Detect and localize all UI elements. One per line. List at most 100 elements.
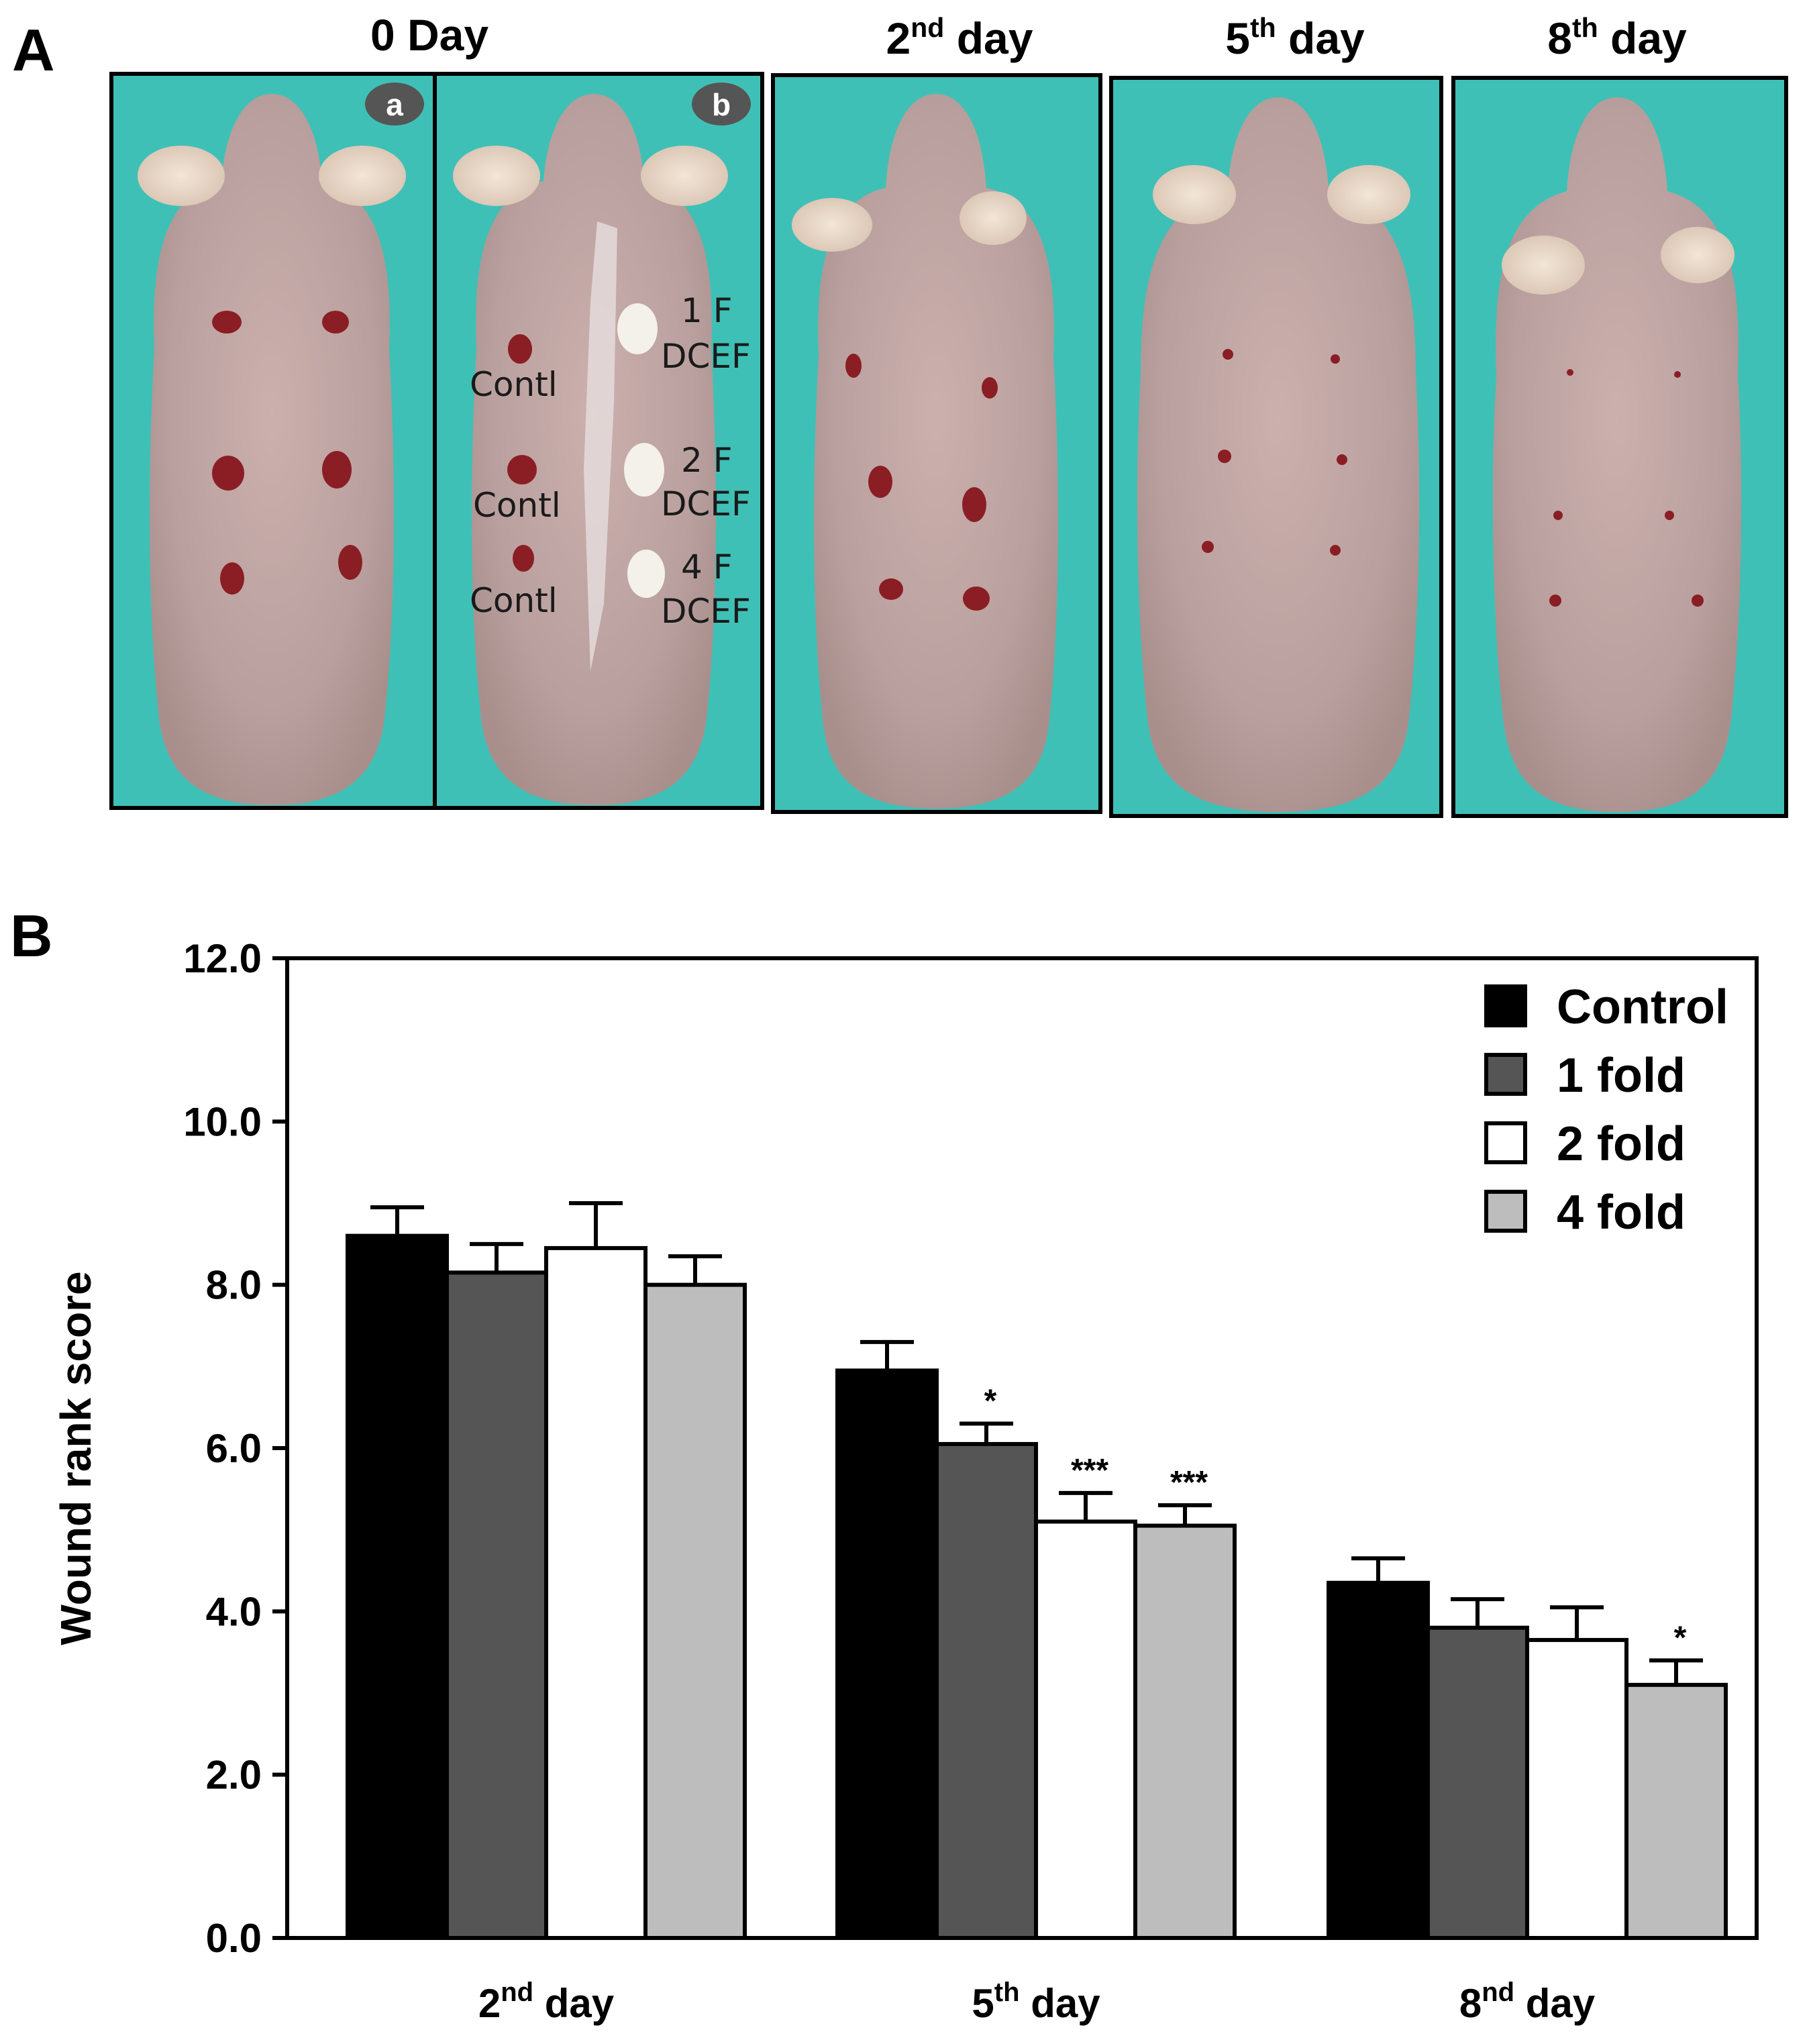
wound <box>962 487 986 522</box>
legend-label: 4 fold <box>1557 1186 1686 1239</box>
photo-day8-frame <box>1451 76 1788 818</box>
wound <box>322 311 349 334</box>
ear-left <box>1153 165 1236 224</box>
legend-label: 1 fold <box>1557 1049 1686 1103</box>
2f-dcef-label: DCEF <box>661 484 751 523</box>
ear-left <box>792 198 872 252</box>
title-day5: 5th day <box>1225 12 1365 63</box>
y-tick-label: 12.0 <box>183 936 262 981</box>
mouse-photo-day2 <box>792 94 1058 809</box>
wound <box>1337 454 1347 465</box>
mouse-body <box>1137 97 1420 812</box>
photo-day2-frame <box>771 73 1102 814</box>
treated-wound <box>627 550 665 598</box>
legend-label: 2 fold <box>1557 1117 1686 1171</box>
ear-right <box>1661 227 1734 283</box>
mouse-photo-day8 <box>1492 97 1742 812</box>
wound <box>1202 541 1214 553</box>
badge-b-text: b <box>712 87 731 122</box>
treated-wound <box>617 303 658 354</box>
ear-right <box>1327 165 1410 224</box>
wound <box>1665 511 1674 520</box>
badge-a: a <box>365 83 424 125</box>
legend-swatch <box>1484 1121 1527 1164</box>
wound <box>507 455 537 484</box>
panel-b: B 0.0 2.0 4.0 6.0 8.0 10.0 12.0 Wound rank scor… <box>10 903 1759 2026</box>
mouse-photo-day5 <box>1137 97 1420 812</box>
ear-right <box>960 191 1027 245</box>
legend-swatch <box>1484 1053 1527 1096</box>
bar <box>346 1233 449 1940</box>
bar <box>1525 1637 1628 1941</box>
wound <box>220 562 244 595</box>
wound <box>212 456 244 491</box>
panel-b-letter: B <box>10 903 53 969</box>
wound <box>982 377 998 399</box>
bar <box>445 1270 548 1940</box>
y-axis-title: Wound rank score <box>52 1271 100 1645</box>
bar <box>935 1441 1038 1941</box>
ear-left <box>1502 236 1585 295</box>
significance-marker: * <box>984 1384 997 1419</box>
mouse-body <box>150 94 394 805</box>
panel-a-letter: A <box>12 17 55 83</box>
legend-label: Control <box>1557 980 1728 1034</box>
legend-swatch <box>1484 984 1527 1027</box>
bar <box>643 1282 747 1940</box>
wound <box>868 466 892 498</box>
badge-b: b <box>692 83 751 125</box>
y-tick-label: 10.0 <box>183 1099 262 1144</box>
wound <box>338 545 362 580</box>
significance-marker: *** <box>1170 1465 1208 1500</box>
ear-left <box>138 146 225 206</box>
wound <box>322 451 352 489</box>
ear-left <box>453 146 540 206</box>
treated-wound <box>624 443 664 497</box>
ear-right <box>641 146 728 206</box>
panel-a: A 0 Day 2nd day 5th day 8th day <box>12 10 1788 818</box>
photo-day5-frame <box>1109 76 1443 818</box>
bar <box>1034 1519 1137 1940</box>
mouse-photo-b <box>453 94 728 805</box>
wound <box>1674 371 1681 378</box>
wound <box>879 578 903 600</box>
wound <box>1567 369 1573 376</box>
bar <box>1426 1625 1529 1941</box>
1f-dcef-label: DCEF <box>661 337 751 376</box>
wound <box>1553 511 1563 520</box>
mouse-body <box>814 94 1058 809</box>
badge-a-text: a <box>386 87 403 122</box>
wound <box>1331 354 1340 364</box>
wound <box>1549 595 1561 607</box>
wound <box>1330 545 1341 556</box>
bar <box>1624 1682 1728 1940</box>
mouse-photo-a <box>138 94 406 805</box>
title-day0: 0 Day <box>370 10 488 60</box>
1f-label: 1 F <box>681 291 732 330</box>
4f-label: 4 F <box>681 548 732 586</box>
contl-label-3: Contl <box>470 581 558 620</box>
ointment-streak <box>584 221 617 671</box>
wound <box>1218 450 1231 463</box>
y-tick-label: 4.0 <box>206 1589 262 1634</box>
title-day8: 8th day <box>1547 12 1687 63</box>
significance-marker: *** <box>1071 1453 1108 1488</box>
y-tick-label: 8.0 <box>206 1263 262 1308</box>
wound <box>845 354 862 378</box>
ear-right <box>319 146 406 206</box>
bar-chart: 0.0 2.0 4.0 6.0 8.0 10.0 12.0 Wound rank score 2… <box>52 936 1759 2026</box>
bar <box>1133 1523 1237 1940</box>
bar <box>835 1368 939 1940</box>
wound <box>513 545 534 572</box>
y-tick-label: 0.0 <box>206 1916 262 1961</box>
contl-label-2: Contl <box>473 486 561 525</box>
4f-dcef-label: DCEF <box>661 592 751 631</box>
x-tick-label: 8nd day <box>1459 1978 1596 2026</box>
wound <box>1223 349 1233 360</box>
y-tick-label: 6.0 <box>206 1426 262 1471</box>
bar <box>1327 1580 1430 1940</box>
wound <box>963 586 990 611</box>
legend-swatch <box>1484 1190 1527 1233</box>
contl-label-1: Contl <box>470 365 558 404</box>
